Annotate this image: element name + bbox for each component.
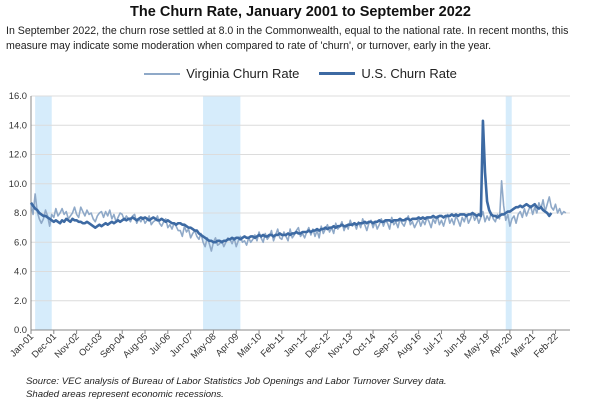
y-tick-label: 0.0 <box>14 324 27 335</box>
legend-swatch-us <box>319 72 356 75</box>
chart-title: The Churn Rate, January 2001 to Septembe… <box>130 4 471 20</box>
legend-swatch-virginia <box>144 72 181 75</box>
x-tick-label: May-08 <box>188 331 218 361</box>
grid <box>31 95 570 302</box>
legend-label-us: U.S. Churn Rate <box>361 66 457 81</box>
y-tick-label: 14.0 <box>9 119 27 130</box>
y-tick-label: 2.0 <box>14 295 27 306</box>
line-chart: 0.02.04.06.08.010.012.014.016.0Jan-01Dec… <box>7 90 570 361</box>
y-tick-label: 8.0 <box>14 207 27 218</box>
legend-item-us: U.S. Churn Rate <box>319 66 457 81</box>
x-tick-label: Feb-11 <box>258 331 286 359</box>
x-tick-label: Aug-16 <box>394 331 423 360</box>
y-tick-label: 10.0 <box>9 178 27 189</box>
x-tick-label: Mar-10 <box>235 331 264 360</box>
x-tick-label: Nov-13 <box>326 331 355 360</box>
x-tick-label: Dec-01 <box>29 331 58 360</box>
legend-label-virginia: Virginia Churn Rate <box>186 66 300 81</box>
x-tick-label: Sep-04 <box>97 331 126 360</box>
y-tick-label: 16.0 <box>9 90 27 101</box>
legend-item-virginia: Virginia Churn Rate <box>144 66 299 81</box>
source-note: Source: VEC analysis of Bureau of Labor … <box>26 376 447 387</box>
x-tick-label: Dec-12 <box>303 331 332 360</box>
x-tick-label: Mar-21 <box>508 331 537 360</box>
series-lines <box>29 119 567 252</box>
recession-note: Shaded areas represent economic recessio… <box>26 389 224 400</box>
x-tick-label: May-19 <box>462 331 492 361</box>
footnote: Source: VEC analysis of Bureau of Labor … <box>26 375 447 401</box>
x-tick-label: Feb-22 <box>531 331 560 360</box>
y-tick-label: 4.0 <box>14 266 27 277</box>
y-tick-label: 12.0 <box>9 149 27 160</box>
series-line-us <box>29 119 553 244</box>
x-tick-label: Sep-15 <box>371 331 400 360</box>
x-tick-label: Aug-05 <box>120 331 149 360</box>
x-tick-label: Nov-02 <box>52 331 81 360</box>
legend: Virginia Churn Rate U.S. Churn Rate <box>0 66 601 81</box>
chart-subtitle: In September 2022, the churn rose settle… <box>6 25 569 52</box>
y-tick-label: 6.0 <box>14 236 27 247</box>
